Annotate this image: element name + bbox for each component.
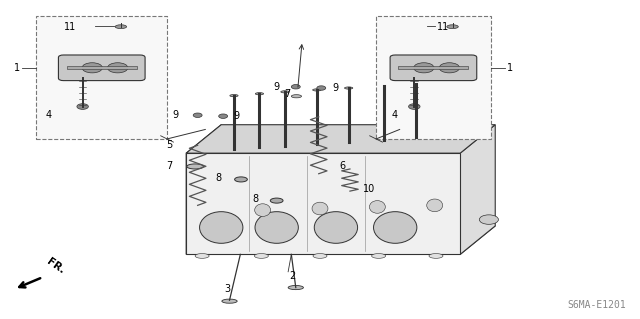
Ellipse shape bbox=[291, 95, 301, 98]
Ellipse shape bbox=[447, 25, 458, 29]
Ellipse shape bbox=[344, 87, 353, 89]
Ellipse shape bbox=[222, 299, 237, 303]
Text: 9: 9 bbox=[333, 83, 339, 93]
Circle shape bbox=[317, 86, 326, 90]
Ellipse shape bbox=[374, 212, 417, 243]
Ellipse shape bbox=[288, 286, 303, 290]
Bar bbox=[67, 66, 137, 69]
Circle shape bbox=[413, 63, 434, 73]
Text: 6: 6 bbox=[339, 161, 345, 171]
Text: 5: 5 bbox=[166, 140, 172, 150]
Text: 3: 3 bbox=[225, 284, 230, 294]
Text: 11: 11 bbox=[63, 22, 76, 32]
Text: S6MA-E1201: S6MA-E1201 bbox=[567, 300, 626, 310]
Ellipse shape bbox=[412, 83, 420, 85]
Ellipse shape bbox=[429, 254, 443, 258]
Ellipse shape bbox=[312, 202, 328, 215]
Ellipse shape bbox=[314, 212, 358, 243]
Text: 4: 4 bbox=[46, 110, 52, 120]
Text: 2: 2 bbox=[289, 271, 296, 281]
Ellipse shape bbox=[254, 254, 268, 258]
Ellipse shape bbox=[369, 201, 385, 213]
Ellipse shape bbox=[115, 25, 127, 29]
Ellipse shape bbox=[195, 254, 209, 258]
Ellipse shape bbox=[230, 94, 238, 97]
Text: FR.: FR. bbox=[45, 256, 67, 276]
Ellipse shape bbox=[372, 254, 386, 258]
Bar bbox=[398, 66, 468, 69]
Ellipse shape bbox=[200, 212, 243, 243]
FancyBboxPatch shape bbox=[36, 16, 167, 139]
Ellipse shape bbox=[313, 254, 327, 258]
Circle shape bbox=[77, 104, 88, 109]
Text: 9: 9 bbox=[234, 111, 239, 121]
Text: 9: 9 bbox=[172, 110, 179, 120]
Polygon shape bbox=[186, 125, 221, 254]
Circle shape bbox=[193, 113, 202, 117]
Text: 1: 1 bbox=[14, 63, 20, 73]
FancyBboxPatch shape bbox=[58, 55, 145, 81]
Text: 11: 11 bbox=[436, 22, 449, 32]
Circle shape bbox=[408, 104, 420, 109]
Text: 9: 9 bbox=[274, 82, 280, 92]
Text: 4: 4 bbox=[392, 110, 398, 120]
FancyBboxPatch shape bbox=[390, 55, 477, 81]
Text: 7: 7 bbox=[284, 89, 290, 99]
Circle shape bbox=[479, 215, 499, 224]
Circle shape bbox=[291, 85, 300, 89]
Ellipse shape bbox=[187, 164, 204, 169]
Polygon shape bbox=[186, 125, 495, 153]
Circle shape bbox=[219, 114, 228, 118]
Ellipse shape bbox=[255, 212, 298, 243]
Text: 8: 8 bbox=[252, 194, 258, 204]
Ellipse shape bbox=[255, 204, 271, 216]
FancyBboxPatch shape bbox=[376, 16, 491, 139]
Polygon shape bbox=[460, 125, 495, 254]
Text: 10: 10 bbox=[364, 184, 376, 194]
Ellipse shape bbox=[270, 198, 283, 203]
Text: 7: 7 bbox=[166, 161, 172, 171]
Ellipse shape bbox=[281, 91, 289, 93]
Ellipse shape bbox=[427, 199, 443, 212]
Circle shape bbox=[82, 63, 102, 73]
Polygon shape bbox=[186, 153, 460, 254]
Ellipse shape bbox=[380, 85, 388, 87]
Circle shape bbox=[108, 63, 128, 73]
Ellipse shape bbox=[313, 89, 321, 91]
Text: 8: 8 bbox=[215, 173, 221, 183]
Ellipse shape bbox=[235, 177, 247, 182]
Circle shape bbox=[439, 63, 460, 73]
Text: 1: 1 bbox=[507, 63, 513, 73]
Ellipse shape bbox=[255, 93, 264, 95]
